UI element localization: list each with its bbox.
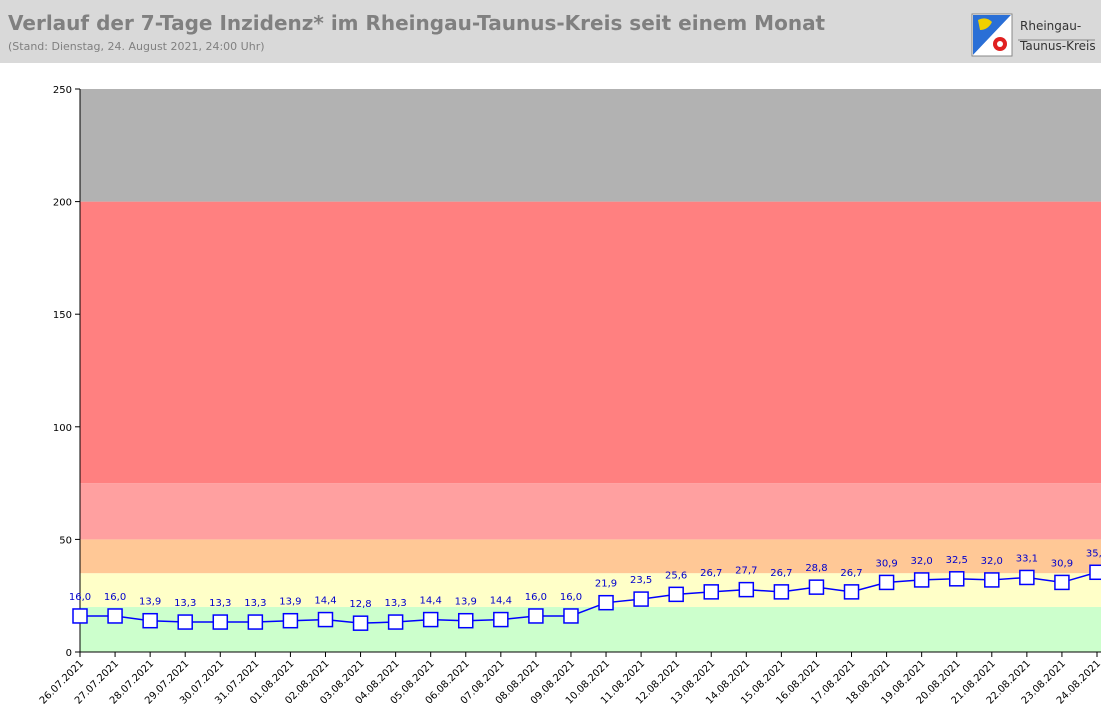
value-label: 16,0 (104, 592, 126, 603)
value-label: 13,3 (244, 598, 266, 609)
data-marker (738, 581, 755, 598)
data-marker (458, 612, 474, 629)
threshold-band (80, 89, 1101, 202)
value-label: 13,9 (139, 597, 161, 608)
threshold-band (80, 606, 1101, 652)
data-marker (247, 614, 264, 630)
y-tick-label: 50 (59, 535, 72, 546)
data-marker (773, 584, 790, 600)
value-label: 26,7 (840, 568, 862, 579)
data-marker (913, 572, 930, 588)
value-label: 25,6 (665, 570, 687, 581)
data-marker (633, 591, 649, 607)
value-label: 30,9 (875, 558, 897, 569)
chart-subtitle: (Stand: Dienstag, 24. August 2021, 24:00… (8, 40, 265, 53)
data-marker (177, 614, 193, 630)
threshold-band (80, 573, 1101, 607)
data-marker (948, 571, 965, 587)
value-label: 16,0 (560, 592, 582, 603)
data-marker (352, 615, 369, 631)
value-label: 35,4 (1086, 548, 1101, 559)
y-tick-label: 200 (53, 198, 72, 209)
y-tick-label: 250 (53, 85, 72, 96)
header-bar (0, 0, 1101, 63)
data-marker (282, 612, 299, 629)
value-label: 32,5 (946, 555, 968, 566)
logo (971, 13, 1095, 57)
value-label: 14,4 (420, 596, 442, 607)
value-label: 13,9 (455, 597, 477, 608)
chart-title: Verlauf der 7-Tage Inzidenz* im Rheingau… (8, 11, 826, 35)
data-marker (422, 611, 439, 628)
data-marker (984, 572, 1000, 588)
threshold-band (80, 201, 1101, 484)
data-marker (843, 584, 860, 600)
value-label: 13,3 (209, 598, 231, 609)
value-label: 13,3 (174, 598, 196, 609)
data-marker (1089, 564, 1101, 581)
logo-text: Taunus-Kreis (1019, 39, 1096, 53)
y-tick-label: 100 (53, 423, 72, 434)
value-label: 33,1 (1016, 553, 1038, 564)
value-label: 30,9 (1051, 558, 1073, 569)
value-label: 27,7 (735, 566, 757, 577)
data-marker (493, 611, 509, 628)
value-label: 14,4 (490, 596, 512, 607)
data-marker (142, 612, 158, 629)
value-label: 26,7 (700, 568, 722, 579)
y-tick-label: 0 (66, 648, 72, 659)
data-marker (107, 608, 123, 624)
data-marker (808, 579, 825, 595)
value-label: 23,5 (630, 575, 652, 586)
value-label: 21,9 (595, 579, 617, 590)
data-marker (528, 608, 544, 624)
data-marker (1054, 574, 1070, 591)
data-marker (317, 611, 334, 628)
data-marker (387, 614, 404, 630)
value-label: 32,0 (981, 556, 1003, 567)
data-marker (1019, 569, 1035, 586)
data-marker (703, 584, 719, 600)
logo-text: Rheingau- (1020, 19, 1081, 33)
data-marker (563, 608, 579, 624)
value-label: 12,8 (349, 599, 371, 610)
threshold-band (80, 483, 1101, 540)
value-label: 14,4 (314, 596, 336, 607)
value-label: 32,0 (911, 556, 933, 567)
value-label: 26,7 (770, 568, 792, 579)
data-marker (72, 608, 88, 624)
value-label: 28,8 (805, 563, 827, 574)
value-label: 13,9 (279, 597, 301, 608)
data-marker (668, 586, 684, 603)
data-marker (212, 614, 229, 630)
threshold-band (80, 539, 1101, 574)
data-marker (598, 594, 614, 611)
value-label: 13,3 (384, 598, 406, 609)
value-label: 16,0 (525, 592, 547, 603)
value-label: 16,0 (69, 592, 91, 603)
y-tick-label: 150 (53, 310, 72, 321)
data-marker (878, 574, 895, 591)
